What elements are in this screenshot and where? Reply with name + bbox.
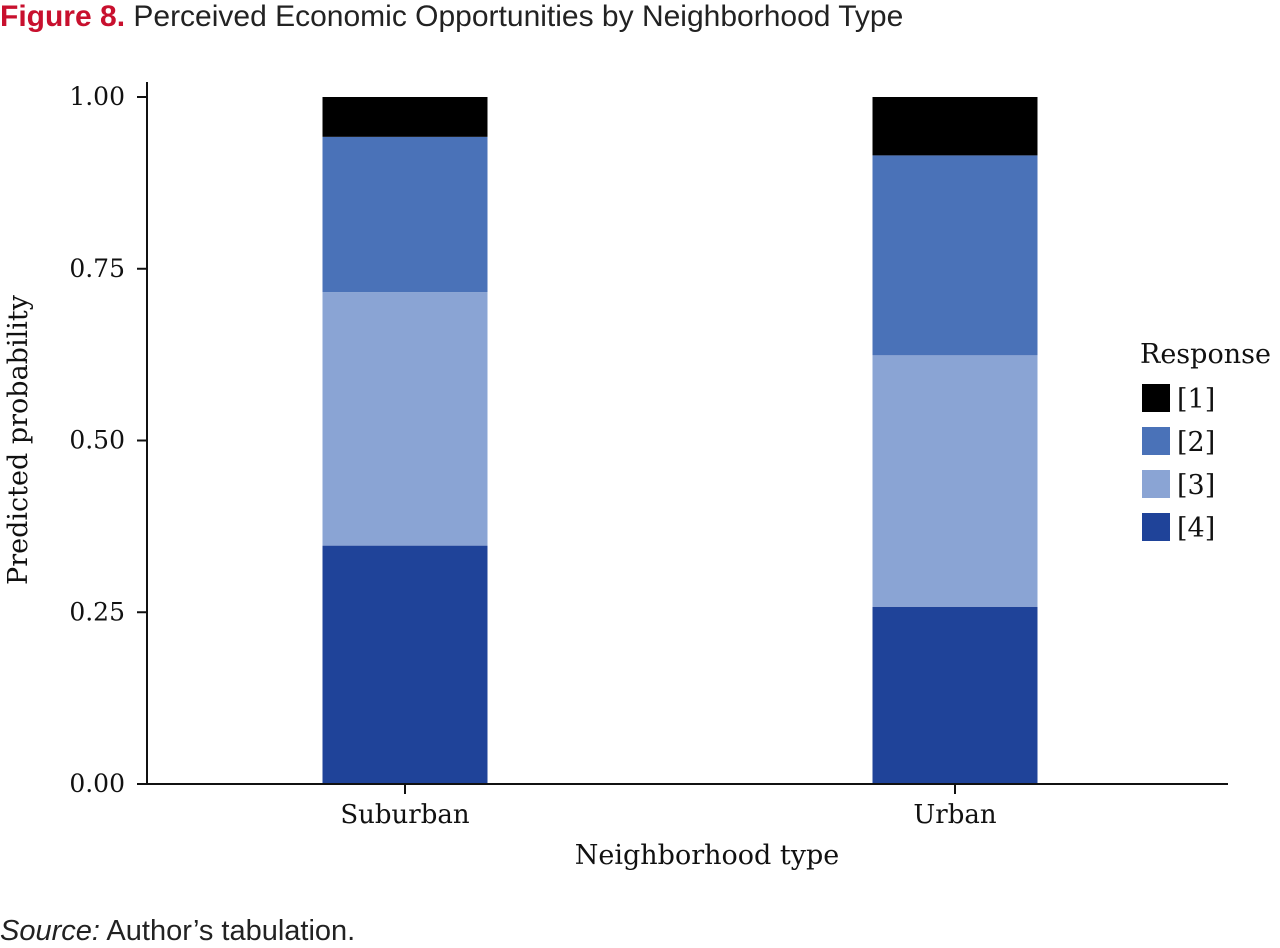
legend-label-3: [3] [1177, 470, 1215, 501]
x-tick-label: Urban [913, 800, 996, 830]
legend-swatch-1 [1142, 384, 1170, 412]
axes-group [146, 82, 1228, 785]
figure-label: Figure 8. [0, 0, 126, 33]
x-tick-label: Suburban [340, 800, 470, 830]
legend-label-1: [1] [1177, 384, 1215, 415]
bar-segment-urban-4 [872, 97, 1038, 156]
legend-label-4: [4] [1177, 513, 1215, 544]
x-ticks-group: Suburban Urban [340, 784, 997, 830]
source-label: Source: [0, 915, 100, 947]
figure-title: Figure 8. Perceived Economic Opportuniti… [0, 0, 903, 40]
y-tick-label: 0.75 [69, 254, 125, 283]
legend-title: Response [1140, 339, 1271, 370]
bar-segment-suburban-2 [322, 292, 488, 546]
bar-segment-urban-3 [872, 155, 1038, 356]
source-text: Author’s tabulation. [106, 915, 356, 947]
legend-swatch-2 [1142, 427, 1170, 455]
bar-segment-urban-1 [872, 606, 1038, 784]
y-tick-label: 1.00 [69, 82, 125, 111]
legend: Response [1] [2] [3] [4] [1140, 339, 1271, 544]
figure-title-text: Perceived Economic Opportunities by Neig… [133, 0, 904, 33]
x-axis-title: Neighborhood type [575, 840, 840, 871]
legend-swatch-3 [1142, 470, 1170, 498]
y-axis-title: Predicted probability [3, 294, 34, 585]
bar-segment-suburban-3 [322, 136, 488, 293]
y-tick-label: 0.50 [69, 426, 125, 455]
y-tick-label: 0.25 [69, 597, 125, 626]
bar-segment-suburban-4 [322, 97, 488, 137]
y-tick-label: 0.00 [69, 769, 125, 798]
bar-segment-suburban-1 [322, 545, 488, 784]
legend-swatch-4 [1142, 513, 1170, 541]
bars-group [322, 97, 1038, 784]
bar-segment-urban-2 [872, 355, 1038, 607]
figure-source: Source: Author’s tabulation. [0, 914, 355, 948]
y-ticks-group: 0.00 0.25 0.50 0.75 1.00 [69, 82, 147, 798]
legend-label-2: [2] [1177, 427, 1215, 458]
chart: 0.00 0.25 0.50 0.75 1.00 Suburban Urban Neigh… [3, 82, 1271, 871]
